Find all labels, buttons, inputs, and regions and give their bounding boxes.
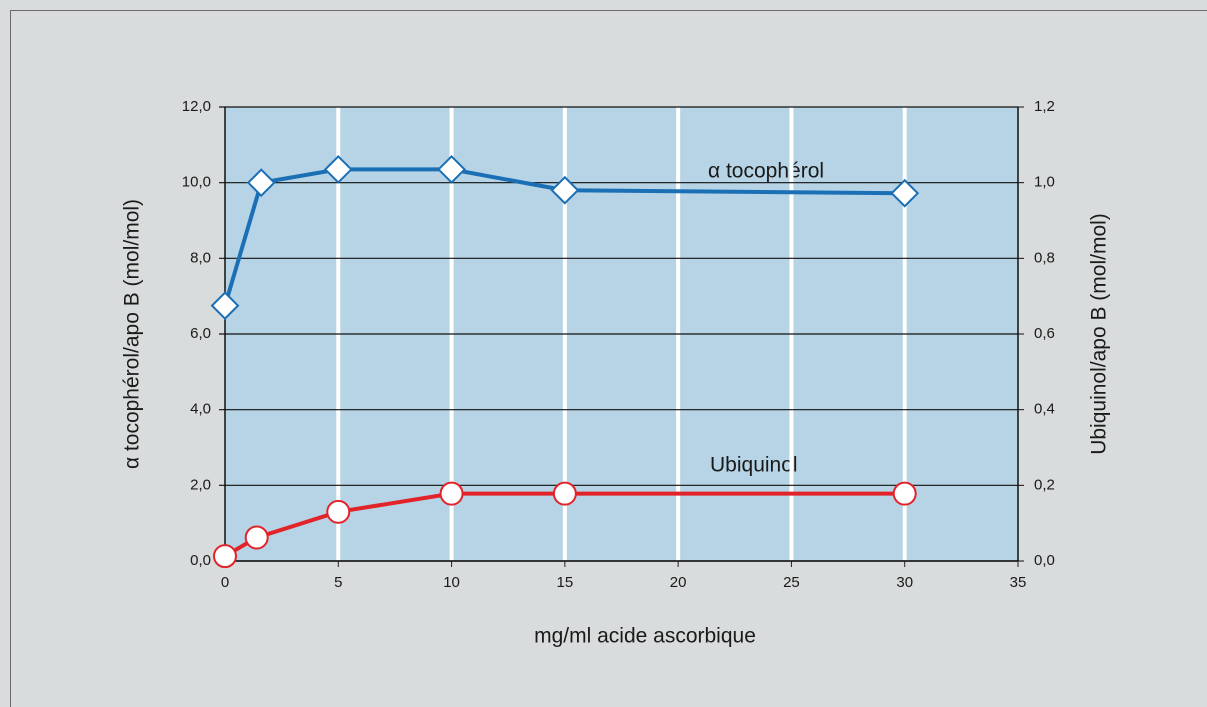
y-tick-label: 8,0 [190, 249, 211, 266]
y2-axis-title: Ubiquinol/apo B (mol/mol) [1088, 213, 1111, 455]
y-tick-label: 0,0 [190, 552, 211, 569]
marker [323, 155, 353, 184]
y2-tick-label: 1,0 [1034, 174, 1055, 191]
marker [439, 481, 464, 506]
x-tick-label: 20 [670, 574, 687, 591]
x-tick-label: 10 [443, 574, 460, 591]
y-tick-label: 4,0 [190, 401, 211, 418]
y2-tick-label: 0,2 [1034, 476, 1055, 493]
y-tick-label: 10,0 [182, 174, 211, 191]
annotation: α tocophérol [708, 160, 824, 183]
x-tick-label: 15 [557, 574, 574, 591]
y-tick-label: 6,0 [190, 325, 211, 342]
x-tick-label: 5 [334, 574, 342, 591]
series-line [223, 167, 905, 307]
y2-tick-label: 1,2 [1034, 98, 1055, 115]
x-axis-title: mg/ml acide ascorbique [534, 625, 756, 648]
y2-tick-label: 0,8 [1034, 249, 1055, 266]
x-tick-label: 25 [783, 574, 800, 591]
marker [437, 155, 466, 184]
marker [244, 525, 269, 550]
y-tick-label: 2,0 [190, 476, 211, 493]
y2-tick-label: 0,4 [1034, 401, 1055, 418]
x-tick-label: 35 [1010, 574, 1027, 591]
x-tick-label: 0 [221, 574, 229, 591]
x-tick-label: 30 [896, 574, 913, 591]
y-tick-label: 12,0 [182, 98, 211, 115]
y2-tick-label: 0,6 [1034, 325, 1055, 342]
marker [210, 291, 240, 321]
marker [892, 481, 917, 506]
marker [890, 178, 920, 208]
frame [10, 10, 1207, 707]
y-axis-title: α tocophérol/apo B (mol/mol) [121, 199, 144, 469]
annotation: Ubiquinol [710, 454, 798, 477]
marker [552, 481, 577, 506]
y2-tick-label: 0,0 [1034, 552, 1055, 569]
marker [550, 175, 580, 205]
marker [246, 168, 276, 198]
marker [213, 544, 237, 569]
marker [326, 499, 351, 524]
